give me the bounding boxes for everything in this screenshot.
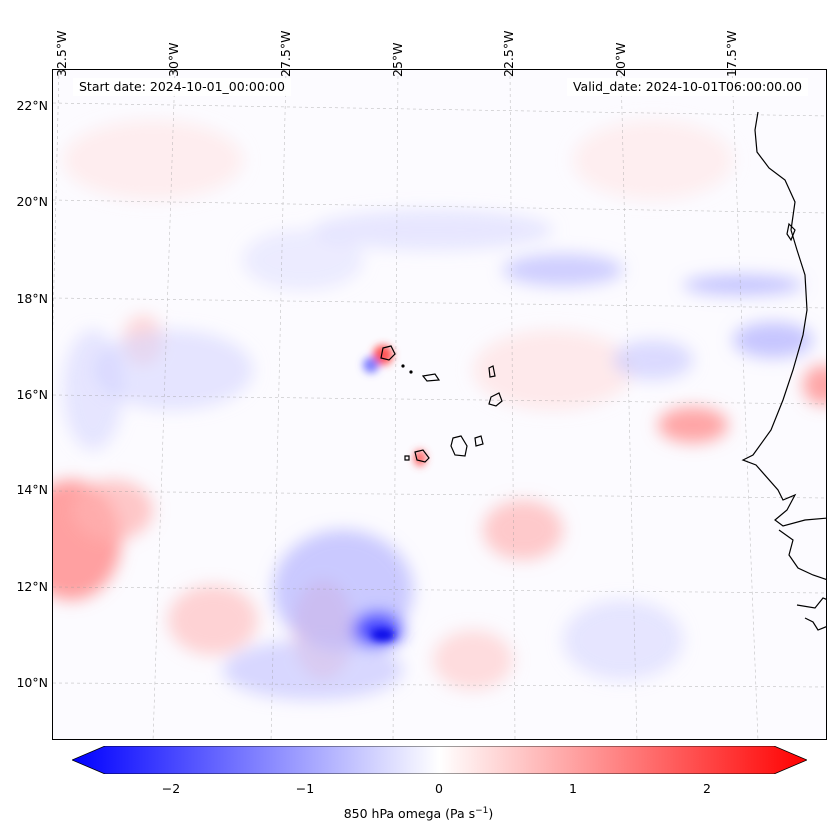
lat-label-12n: 12°N <box>16 579 48 594</box>
colorbar-tick-0: 0 <box>435 781 443 796</box>
lat-label-20n: 20°N <box>16 194 48 209</box>
omega-field <box>53 70 826 739</box>
lat-label-18n: 18°N <box>16 291 48 306</box>
lat-label-14n: 14°N <box>16 482 48 497</box>
graticule <box>53 70 826 739</box>
colorbar-tick-neg2: −2 <box>161 781 181 796</box>
colorbar <box>72 746 807 774</box>
lon-label-32-5w: 32.5°W <box>54 30 69 77</box>
map-panel: Start date: 2024-10-01_00:00:00 Valid_da… <box>52 69 827 740</box>
lon-label-20w: 20°W <box>613 42 628 77</box>
map-overlay <box>53 70 826 739</box>
colorbar-label: 850 hPa omega (Pa s−1) <box>343 806 494 822</box>
colorbar-tick-neg1: −1 <box>295 781 315 796</box>
coastline <box>380 111 826 631</box>
lon-label-30w: 30°W <box>166 42 181 77</box>
colorbar-tick-1: 1 <box>569 781 577 796</box>
start-date-label: Start date: 2024-10-01_00:00:00 <box>73 78 291 96</box>
lon-label-22-5w: 22.5°W <box>501 30 516 77</box>
lon-label-27-5w: 27.5°W <box>278 30 293 77</box>
lat-label-22n: 22°N <box>16 98 48 113</box>
omega-blobs <box>53 120 826 700</box>
lon-label-25w: 25°W <box>390 42 405 77</box>
lat-label-16n: 16°N <box>16 387 48 402</box>
lon-label-17-5w: 17.5°W <box>724 30 739 77</box>
valid-date-label: Valid_date: 2024-10-01T06:00:00.00 <box>566 78 808 96</box>
lat-label-10n: 10°N <box>16 675 48 690</box>
colorbar-tick-2: 2 <box>703 781 711 796</box>
